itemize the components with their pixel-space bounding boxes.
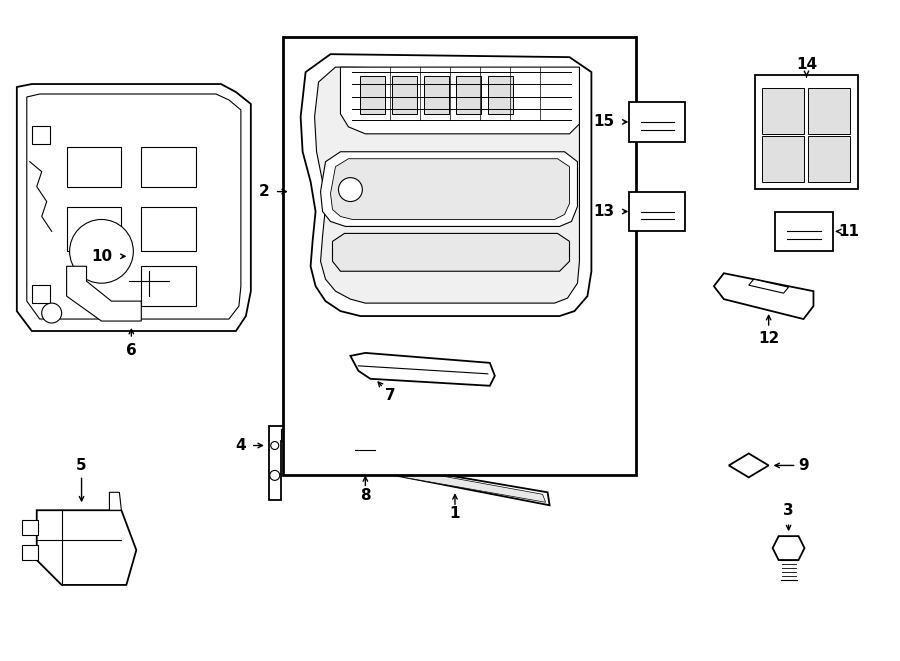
Bar bbox=[22, 520, 38, 535]
Polygon shape bbox=[330, 159, 570, 219]
Polygon shape bbox=[772, 536, 805, 560]
Circle shape bbox=[133, 235, 166, 267]
Bar bbox=[392, 76, 417, 114]
Bar bbox=[761, 136, 804, 182]
Polygon shape bbox=[350, 353, 495, 386]
Text: 10: 10 bbox=[91, 249, 112, 264]
Polygon shape bbox=[391, 465, 550, 505]
Bar bbox=[456, 76, 481, 114]
Circle shape bbox=[270, 471, 280, 481]
Text: 7: 7 bbox=[385, 388, 396, 403]
Text: 13: 13 bbox=[594, 204, 615, 219]
Polygon shape bbox=[350, 430, 381, 471]
Text: 2: 2 bbox=[258, 184, 269, 199]
Bar bbox=[67, 147, 122, 186]
Text: 4: 4 bbox=[236, 438, 247, 453]
Bar bbox=[32, 126, 50, 144]
Polygon shape bbox=[320, 152, 578, 227]
Polygon shape bbox=[269, 426, 297, 500]
Bar bbox=[130, 264, 169, 296]
Text: 12: 12 bbox=[758, 331, 779, 346]
Polygon shape bbox=[17, 84, 251, 331]
Polygon shape bbox=[27, 94, 241, 319]
FancyBboxPatch shape bbox=[755, 75, 859, 188]
Circle shape bbox=[271, 442, 279, 449]
Text: 1: 1 bbox=[450, 506, 460, 521]
Text: 8: 8 bbox=[360, 488, 371, 503]
Bar bbox=[360, 76, 385, 114]
Polygon shape bbox=[315, 67, 580, 303]
FancyBboxPatch shape bbox=[629, 102, 685, 142]
Bar bbox=[141, 147, 196, 186]
Text: 9: 9 bbox=[798, 458, 809, 473]
Polygon shape bbox=[301, 54, 591, 316]
Polygon shape bbox=[340, 67, 580, 134]
Bar bbox=[424, 76, 449, 114]
Polygon shape bbox=[67, 266, 141, 321]
Bar bbox=[761, 88, 804, 134]
Polygon shape bbox=[714, 273, 814, 319]
Text: 3: 3 bbox=[783, 503, 794, 518]
FancyBboxPatch shape bbox=[629, 192, 685, 231]
Polygon shape bbox=[332, 233, 570, 271]
Bar bbox=[808, 88, 850, 134]
Circle shape bbox=[122, 223, 177, 279]
Polygon shape bbox=[749, 279, 788, 293]
Circle shape bbox=[69, 219, 133, 283]
Text: 14: 14 bbox=[796, 57, 817, 71]
Bar bbox=[283, 37, 636, 475]
Bar bbox=[22, 545, 38, 560]
Text: 6: 6 bbox=[126, 344, 137, 358]
Circle shape bbox=[338, 178, 363, 202]
Polygon shape bbox=[37, 510, 136, 585]
Polygon shape bbox=[110, 492, 122, 510]
Text: 5: 5 bbox=[76, 458, 87, 473]
Circle shape bbox=[41, 303, 61, 323]
Bar bbox=[141, 206, 196, 251]
Bar bbox=[32, 285, 50, 303]
Text: 11: 11 bbox=[838, 224, 859, 239]
Polygon shape bbox=[281, 428, 303, 440]
Bar bbox=[808, 136, 850, 182]
Polygon shape bbox=[729, 453, 769, 477]
Text: 15: 15 bbox=[594, 114, 615, 130]
Bar bbox=[141, 266, 196, 306]
Polygon shape bbox=[400, 469, 545, 502]
Bar bbox=[488, 76, 513, 114]
Bar bbox=[67, 206, 122, 251]
FancyBboxPatch shape bbox=[775, 212, 833, 251]
Circle shape bbox=[143, 245, 155, 257]
